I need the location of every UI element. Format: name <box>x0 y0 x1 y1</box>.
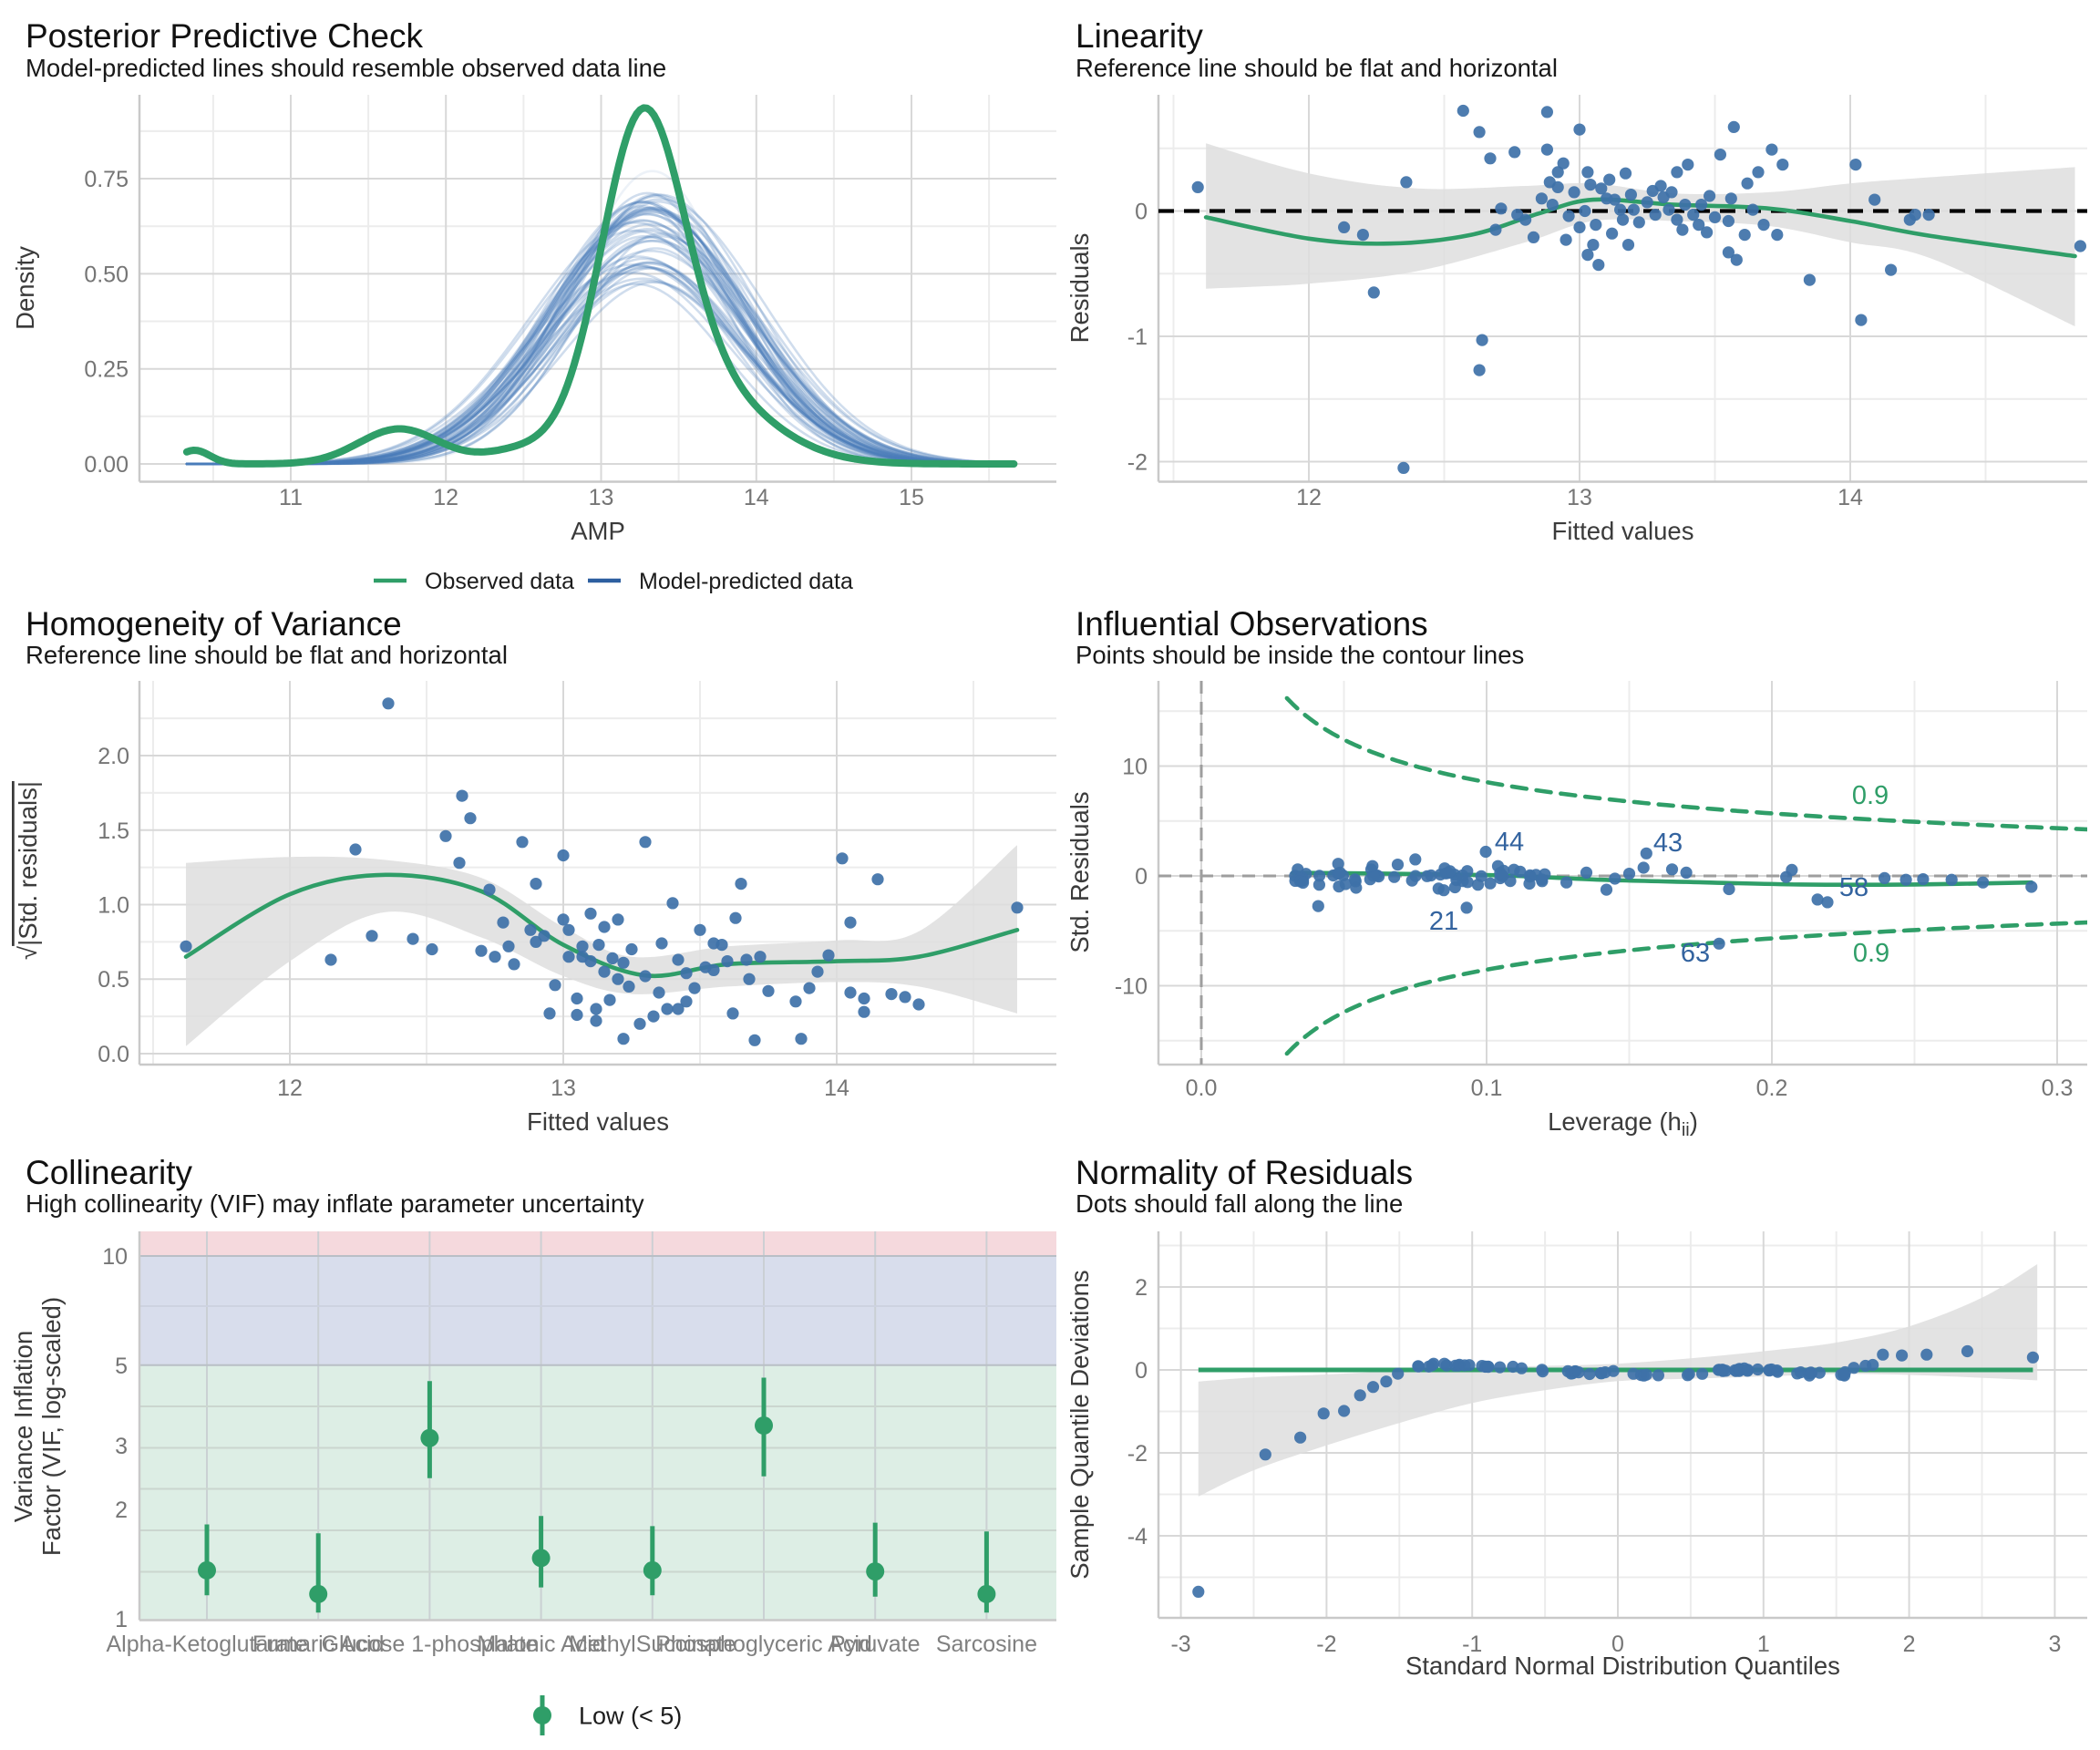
svg-text:0.75: 0.75 <box>84 167 129 192</box>
svg-text:0.25: 0.25 <box>84 357 129 383</box>
svg-text:0: 0 <box>1611 1632 1624 1657</box>
svg-text:0.3: 0.3 <box>2042 1076 2074 1101</box>
svg-text:14: 14 <box>1838 485 1863 510</box>
svg-text:-10: -10 <box>1115 974 1148 1000</box>
svg-text:Leverage (hii): Leverage (hii) <box>1548 1107 1698 1140</box>
svg-text:1.0: 1.0 <box>98 893 129 919</box>
svg-text:1: 1 <box>1757 1632 1770 1657</box>
svg-text:High collinearity (VIF) may in: High collinearity (VIF) may inflate para… <box>26 1189 644 1218</box>
svg-text:Points should be inside the co: Points should be inside the contour line… <box>1076 641 1524 669</box>
svg-text:Linearity: Linearity <box>1076 17 1203 55</box>
svg-text:11: 11 <box>279 485 303 510</box>
svg-text:Standard Normal Distribution Q: Standard Normal Distribution Quantiles <box>1405 1652 1840 1680</box>
svg-text:-1: -1 <box>1462 1632 1482 1657</box>
svg-text:-2: -2 <box>1127 1441 1148 1467</box>
svg-text:10: 10 <box>102 1244 128 1270</box>
svg-text:0.50: 0.50 <box>84 262 129 287</box>
svg-text:Model-predicted lines should r: Model-predicted lines should resemble ob… <box>26 54 666 82</box>
svg-text:13: 13 <box>551 1076 576 1101</box>
svg-text:2: 2 <box>1135 1275 1148 1301</box>
svg-text:Std. Residuals: Std. Residuals <box>1065 791 1094 952</box>
svg-text:Phosphoglyceric Acid: Phosphoglyceric Acid <box>655 1632 872 1657</box>
svg-text:44: 44 <box>1495 828 1524 857</box>
svg-text:2: 2 <box>115 1498 128 1523</box>
svg-text:Factor (VIF, log-scaled): Factor (VIF, log-scaled) <box>37 1297 66 1556</box>
svg-text:-2: -2 <box>1127 450 1148 476</box>
svg-text:14: 14 <box>744 485 769 510</box>
svg-text:-4: -4 <box>1127 1524 1148 1549</box>
svg-text:43: 43 <box>1653 829 1683 858</box>
svg-text:63: 63 <box>1681 939 1710 968</box>
svg-text:Collinearity: Collinearity <box>26 1154 193 1191</box>
svg-text:0.9: 0.9 <box>1853 939 1889 968</box>
svg-text:15: 15 <box>899 485 924 510</box>
svg-text:14: 14 <box>824 1076 849 1101</box>
svg-text:Posterior Predictive Check: Posterior Predictive Check <box>26 17 423 55</box>
svg-text:12: 12 <box>277 1076 303 1101</box>
svg-text:0.0: 0.0 <box>98 1042 129 1067</box>
svg-text:0: 0 <box>1135 200 1148 225</box>
svg-text:AMP: AMP <box>571 517 625 545</box>
svg-text:Observed data: Observed data <box>425 569 574 594</box>
svg-text:Model-predicted data: Model-predicted data <box>639 569 853 594</box>
svg-text:3: 3 <box>2048 1632 2061 1657</box>
svg-text:0.1: 0.1 <box>1471 1076 1503 1101</box>
svg-text:Fitted values: Fitted values <box>527 1107 669 1136</box>
svg-text:2.0: 2.0 <box>98 744 129 769</box>
svg-text:58: 58 <box>1839 873 1868 902</box>
svg-text:0.2: 0.2 <box>1756 1076 1788 1101</box>
svg-text:1: 1 <box>115 1607 128 1632</box>
svg-text:0.9: 0.9 <box>1852 781 1889 810</box>
svg-text:Variance Inflation: Variance Inflation <box>9 1331 37 1522</box>
svg-text:13: 13 <box>1567 485 1592 510</box>
svg-text:Residuals: Residuals <box>1065 233 1094 344</box>
svg-text:Homogeneity of Variance: Homogeneity of Variance <box>26 605 402 643</box>
svg-text:Reference line should be flat: Reference line should be flat and horizo… <box>1076 54 1558 82</box>
svg-text:Fitted values: Fitted values <box>1552 517 1694 545</box>
svg-text:0: 0 <box>1135 1358 1148 1384</box>
svg-text:0.00: 0.00 <box>84 452 129 478</box>
svg-text:√|Std. residuals|: √|Std. residuals| <box>14 781 42 960</box>
svg-text:0.5: 0.5 <box>98 967 129 993</box>
svg-text:13: 13 <box>589 485 614 510</box>
svg-text:Glucose 1-phosphate: Glucose 1-phosphate <box>322 1632 539 1657</box>
svg-text:Malonic Acid: Malonic Acid <box>477 1632 604 1657</box>
svg-text:Pyruvate: Pyruvate <box>830 1632 921 1657</box>
svg-text:Alpha-Ketoglutarate: Alpha-Ketoglutarate <box>107 1632 308 1657</box>
svg-text:2: 2 <box>1903 1632 1916 1657</box>
svg-text:Density: Density <box>11 246 39 330</box>
svg-text:Influential Observations: Influential Observations <box>1076 605 1428 643</box>
svg-text:3: 3 <box>115 1434 128 1459</box>
svg-text:0: 0 <box>1135 864 1148 890</box>
svg-text:Sarcosine: Sarcosine <box>936 1632 1037 1657</box>
svg-text:MethylSuccinate: MethylSuccinate <box>569 1632 736 1657</box>
svg-text:-2: -2 <box>1316 1632 1336 1657</box>
svg-text:Low (< 5): Low (< 5) <box>579 1703 682 1730</box>
svg-text:Normality of Residuals: Normality of Residuals <box>1076 1154 1413 1191</box>
svg-text:21: 21 <box>1429 907 1458 936</box>
svg-text:1.5: 1.5 <box>98 818 129 844</box>
svg-text:Reference line should be flat: Reference line should be flat and horizo… <box>26 641 508 669</box>
svg-text:Fumaric Acid: Fumaric Acid <box>252 1632 384 1657</box>
svg-text:Sample Quantile Deviations: Sample Quantile Deviations <box>1065 1270 1094 1579</box>
svg-text:12: 12 <box>433 485 458 510</box>
svg-text:10: 10 <box>1122 755 1148 780</box>
svg-text:-1: -1 <box>1127 324 1148 350</box>
svg-text:12: 12 <box>1296 485 1322 510</box>
svg-text:5: 5 <box>115 1354 128 1379</box>
svg-text:Dots should fall along the lin: Dots should fall along the line <box>1076 1189 1403 1218</box>
svg-text:-3: -3 <box>1170 1632 1190 1657</box>
svg-text:0.0: 0.0 <box>1186 1076 1218 1101</box>
